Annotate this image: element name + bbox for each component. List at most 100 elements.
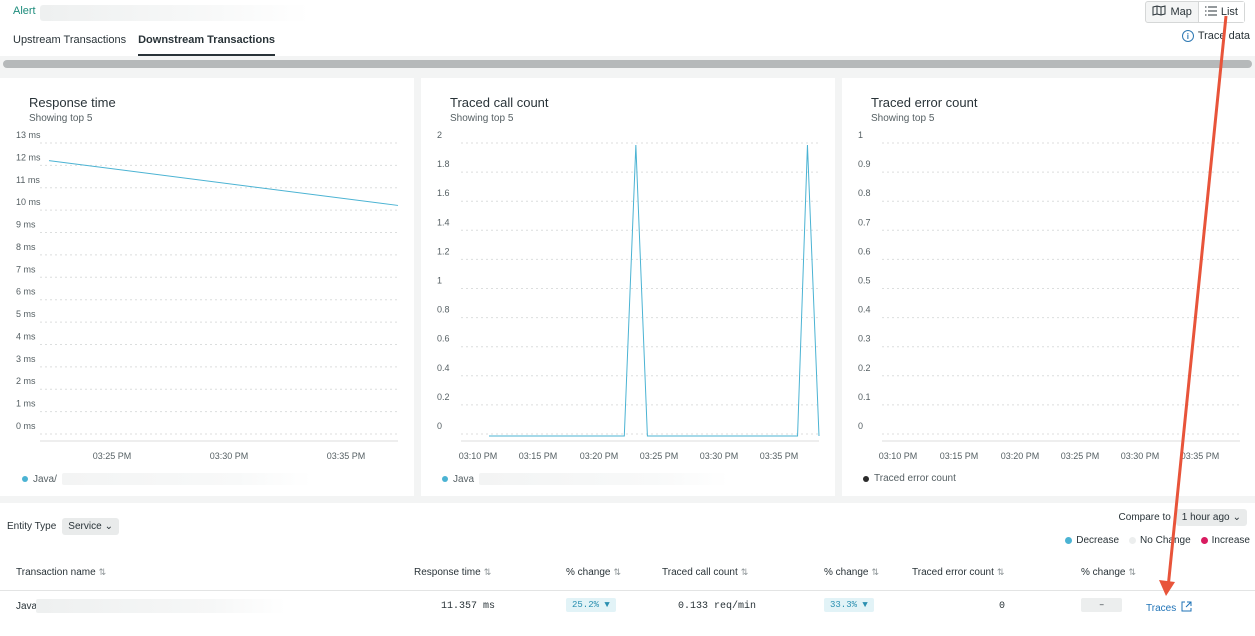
entity-type-select[interactable]: Service ⌄ — [62, 518, 120, 535]
y-tick-label: 0.2 — [858, 363, 871, 373]
decrease-dot — [1065, 537, 1073, 544]
y-tick-label: 13 ms — [16, 130, 41, 140]
y-tick-label: 1.6 — [437, 188, 450, 198]
top-bar: Alert Upstream Transactions Downstream T… — [0, 0, 1255, 56]
y-tick-label: 6 ms — [16, 287, 36, 297]
y-tick-label: 0.6 — [437, 334, 450, 344]
traces-link[interactable]: Traces — [1146, 601, 1192, 615]
y-tick-label: 0 — [858, 421, 863, 431]
y-tick-label: 1.4 — [437, 217, 450, 227]
header-transaction-name[interactable]: Transaction name ⇅ — [16, 567, 107, 578]
tab-downstream-transactions[interactable]: Downstream Transactions — [138, 30, 276, 56]
traced-call-count-chart: 2 1.8 1.6 1.4 1.2 1 0.8 0.6 0.4 0.2 0 03:10 PM 03:15… — [437, 130, 820, 461]
x-tick-label: 03:35 PM — [760, 451, 799, 461]
y-tick-label: 0.4 — [437, 363, 450, 373]
response-time-panel: Response time Showing top 5 13 ms 12 ms 11… — [0, 78, 414, 496]
traced-error-count-panel: Traced error count Showing top 5 1 0.9 0.8… — [842, 78, 1255, 496]
x-tick-label: 03:25 PM — [1061, 451, 1100, 461]
x-tick-label: 03:30 PM — [1121, 451, 1160, 461]
sort-icon: ⇅ — [483, 567, 492, 577]
x-tick-label: 03:25 PM — [640, 451, 679, 461]
header-traced-error-count[interactable]: Traced error count ⇅ — [912, 567, 1005, 578]
x-tick-label: 03:15 PM — [519, 451, 558, 461]
y-tick-label: 1.8 — [437, 159, 450, 169]
y-tick-label: 8 ms — [16, 242, 36, 252]
trace-data-link[interactable]: i Trace data — [1181, 30, 1250, 42]
map-view-button[interactable]: Map — [1146, 2, 1197, 22]
change-legend: Decrease No Change Increase — [1065, 535, 1250, 546]
chart-legend[interactable]: Traced error count — [863, 473, 956, 484]
y-tick-label: 0 ms — [16, 421, 36, 431]
error-count-value: 0 — [999, 601, 1006, 612]
panel-title: Traced error count — [871, 95, 978, 110]
sort-icon: ⇅ — [613, 567, 622, 577]
traces-label: Traces — [1146, 602, 1177, 614]
alert-link[interactable]: Alert — [13, 5, 36, 17]
trace-data-label: Trace data — [1197, 30, 1250, 42]
x-tick-label: 03:10 PM — [879, 451, 918, 461]
compare-value: 1 hour ago — [1181, 512, 1230, 523]
list-view-button[interactable]: List — [1197, 2, 1244, 22]
y-tick-label: 0.4 — [858, 305, 871, 315]
y-tick-label: 0.6 — [858, 246, 871, 256]
x-tick-label: 03:30 PM — [210, 451, 249, 461]
y-tick-label: 10 ms — [16, 197, 41, 207]
y-tick-label: 0.2 — [437, 392, 450, 402]
legend-dot — [442, 476, 448, 482]
info-icon: i — [1181, 30, 1194, 42]
rt-change-badge: 25.2% ▼ — [566, 598, 616, 612]
series-line — [489, 144, 820, 437]
list-icon — [1204, 6, 1217, 19]
map-icon — [1152, 5, 1166, 19]
x-tick-label: 03:25 PM — [93, 451, 132, 461]
table-row[interactable]: Java 11.357 ms 25.2% ▼ 0.133 req/min 33.… — [0, 591, 1255, 625]
y-tick-label: 11 ms — [16, 175, 40, 185]
redacted-transaction-name — [36, 599, 286, 613]
y-tick-label: 0.5 — [858, 276, 871, 286]
header-rt-change[interactable]: % change ⇅ — [566, 567, 622, 578]
y-tick-label: 1 ms — [16, 399, 36, 409]
sort-icon: ⇅ — [996, 567, 1005, 577]
map-view-label: Map — [1170, 6, 1192, 18]
x-tick-label: 03:30 PM — [700, 451, 739, 461]
x-tick-label: 03:15 PM — [940, 451, 979, 461]
y-tick-label: 4 ms — [16, 331, 36, 341]
chart-legend[interactable]: Java/ — [22, 473, 312, 485]
transaction-name[interactable]: Java — [16, 601, 38, 612]
legend-increase: Increase — [1200, 535, 1250, 546]
series-line — [48, 160, 399, 206]
list-view-label: List — [1220, 6, 1238, 18]
header-cc-change[interactable]: % change ⇅ — [824, 567, 880, 578]
y-tick-label: 3 ms — [16, 354, 36, 364]
transactions-table-section: Entity Type Service ⌄ Compare to 1 hour … — [0, 503, 1255, 636]
ec-change-badge: – — [1081, 598, 1123, 612]
y-tick-label: 0.7 — [858, 217, 871, 227]
legend-label: Traced error count — [874, 473, 956, 484]
x-tick-label: 03:10 PM — [459, 451, 498, 461]
header-traced-call-count[interactable]: Traced call count ⇅ — [662, 567, 749, 578]
table-header: Transaction name ⇅ Response time ⇅ % chang… — [0, 567, 1255, 591]
chart-legend[interactable]: Java — [442, 473, 730, 485]
x-tick-label: 03:35 PM — [327, 451, 366, 461]
compare-select[interactable]: 1 hour ago ⌄ — [1175, 509, 1247, 526]
y-tick-label: 9 ms — [16, 220, 36, 230]
view-toggle: Map List — [1145, 1, 1245, 23]
sort-icon: ⇅ — [98, 567, 107, 577]
tab-upstream-transactions[interactable]: Upstream Transactions — [13, 34, 127, 46]
header-response-time[interactable]: Response time ⇅ — [414, 567, 492, 578]
entity-type-filter: Entity Type Service ⌄ — [7, 518, 120, 535]
redacted-legend-text — [61, 473, 312, 485]
x-tick-label: 03:20 PM — [1001, 451, 1040, 461]
cc-change-badge: 33.3% ▼ — [824, 598, 874, 612]
y-tick-label: 0 — [437, 421, 442, 431]
panel-subtitle: Showing top 5 — [450, 113, 514, 124]
panel-title: Traced call count — [450, 95, 549, 110]
header-ec-change[interactable]: % change ⇅ — [1081, 567, 1137, 578]
call-count-value: 0.133 req/min — [678, 601, 757, 612]
horizontal-scrollbar[interactable] — [3, 60, 1252, 68]
external-link-icon — [1181, 601, 1192, 615]
legend-decrease: Decrease — [1065, 535, 1119, 546]
panel-title: Response time — [29, 95, 116, 110]
no-change-dot — [1129, 537, 1137, 544]
compare-to-filter: Compare to 1 hour ago ⌄ — [1119, 509, 1247, 526]
